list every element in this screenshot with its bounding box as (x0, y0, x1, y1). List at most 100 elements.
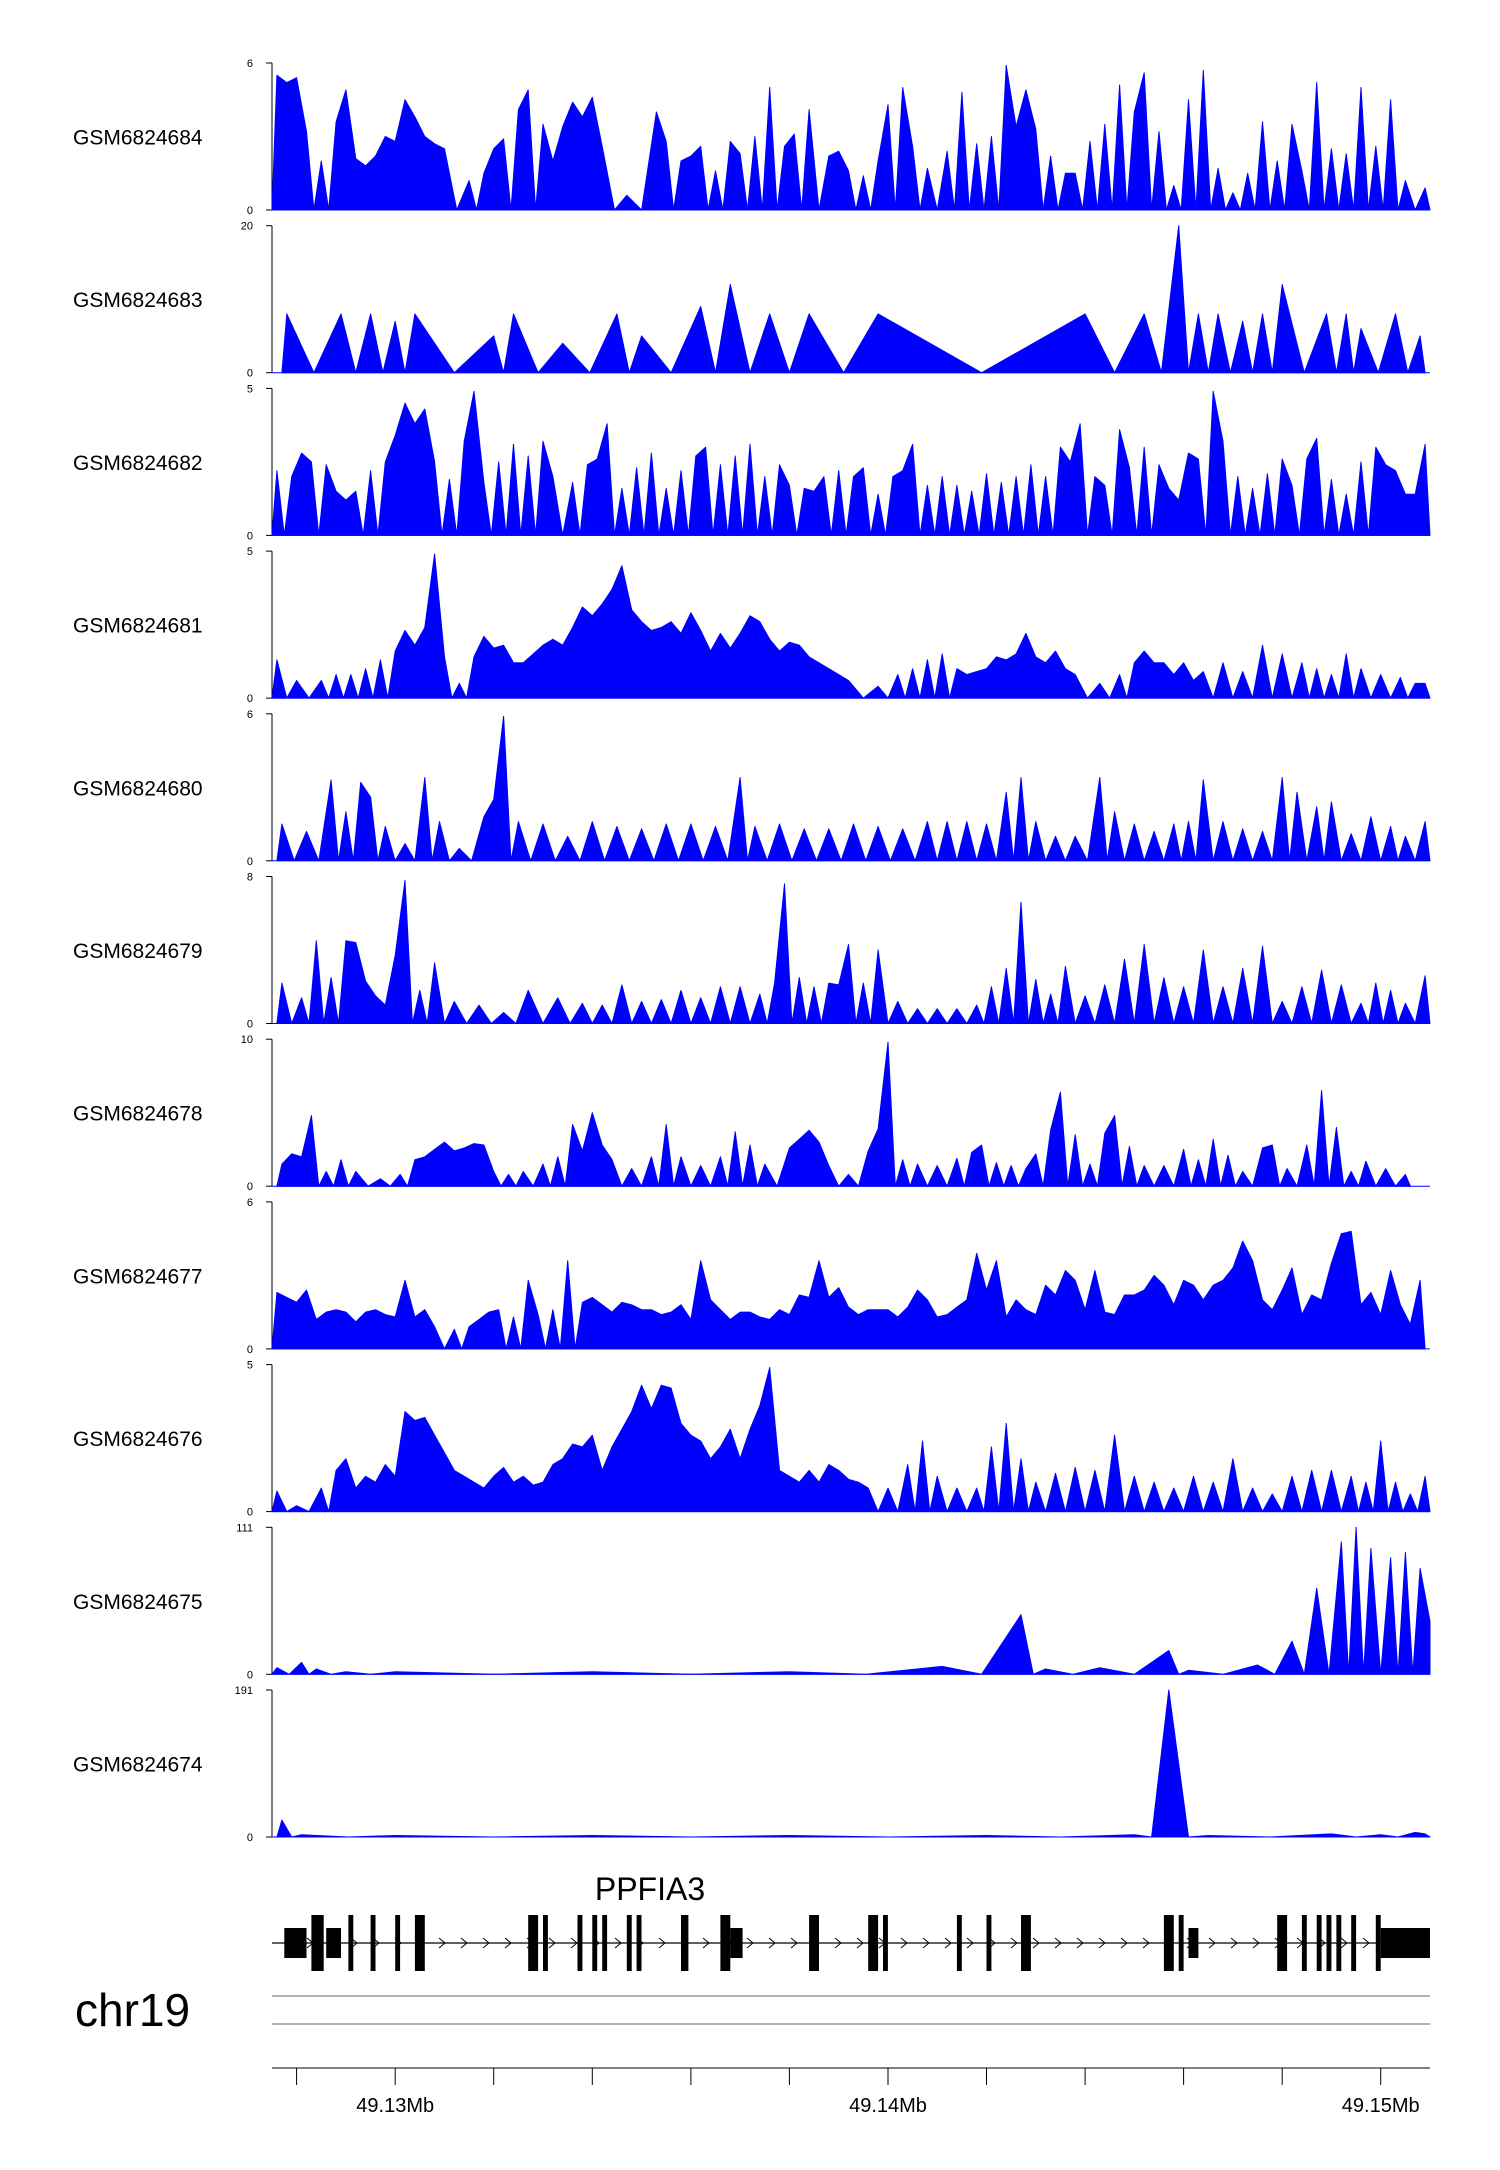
strand-chevron (482, 1937, 490, 1949)
exon-block (395, 1915, 401, 1971)
y-axis-max-label: 5 (247, 1360, 253, 1372)
coverage-area (271, 1230, 1426, 1350)
exon-block (986, 1915, 992, 1971)
track-label: GSM6824674 (73, 1754, 203, 1777)
y-axis-zero-label: 0 (247, 1181, 253, 1193)
utr-block (1380, 1928, 1430, 1958)
exon-block (1301, 1915, 1307, 1971)
track-GSM6824684: GSM6824684 6 0 (73, 58, 1431, 217)
exon-block (1336, 1915, 1342, 1971)
exon-block (370, 1915, 376, 1971)
strand-chevron (768, 1937, 776, 1949)
track-label: GSM6824676 (73, 1428, 203, 1451)
strand-chevron (1032, 1937, 1040, 1949)
chromosome-label: chr19 (75, 1984, 190, 2036)
y-axis-max-label: 5 (247, 383, 253, 395)
exon-block (1178, 1915, 1184, 1971)
x-axis-tick-label: 49.15Mb (1342, 2095, 1420, 2117)
strand-chevron (1120, 1937, 1128, 1949)
track-GSM6824675: GSM6824675 111 0 (73, 1522, 1431, 1681)
strand-chevron (900, 1937, 908, 1949)
strand-chevron (614, 1937, 622, 1949)
exon-block (602, 1915, 608, 1971)
exon-block (883, 1915, 888, 1971)
x-axis-tick-label: 49.14Mb (849, 2095, 927, 2117)
strand-chevron (1362, 1937, 1370, 1949)
track-GSM6824681: GSM6824681 5 0 (73, 546, 1431, 705)
chromosome-track: chr19 (75, 1984, 1430, 2036)
gene-name: PPFIA3 (595, 1871, 705, 1907)
y-axis-max-label: 8 (247, 872, 253, 884)
exon-block (1021, 1915, 1031, 1971)
strand-chevron (1230, 1937, 1238, 1949)
coverage-area (271, 390, 1431, 536)
strand-chevron (1252, 1937, 1260, 1949)
y-axis-zero-label: 0 (247, 1507, 253, 1519)
coverage-area (276, 1689, 1431, 1838)
y-axis-max-label: 20 (241, 221, 253, 233)
y-axis-zero-label: 0 (247, 693, 253, 705)
y-axis-zero-label: 0 (247, 1019, 253, 1031)
y-axis-zero-label: 0 (247, 1832, 253, 1844)
track-GSM6824676: GSM6824676 5 0 (73, 1360, 1431, 1519)
y-axis-zero-label: 0 (247, 530, 253, 542)
track-GSM6824677: GSM6824677 6 0 (73, 1197, 1430, 1356)
strand-chevron (548, 1937, 556, 1949)
exon-block (681, 1915, 689, 1971)
strand-chevron (856, 1937, 864, 1949)
exon-block (348, 1915, 354, 1971)
y-axis-max-label: 5 (247, 546, 253, 558)
y-axis-max-label: 6 (247, 58, 253, 70)
x-axis-tick-label: 49.13Mb (356, 2095, 434, 2117)
exon-block (311, 1915, 324, 1971)
coverage-area (271, 1526, 1431, 1675)
track-GSM6824678: GSM6824678 10 0 (73, 1034, 1430, 1193)
strand-chevron (438, 1937, 446, 1949)
coverage-area (276, 1041, 1411, 1187)
track-label: GSM6824679 (73, 940, 203, 963)
y-axis-zero-label: 0 (247, 1344, 253, 1356)
track-GSM6824680: GSM6824680 6 0 (73, 709, 1431, 868)
track-label: GSM6824678 (73, 1103, 203, 1126)
y-axis-max-label: 111 (236, 1522, 253, 1534)
strand-chevron (834, 1937, 842, 1949)
strand-chevron (1142, 1937, 1150, 1949)
strand-chevron (460, 1937, 468, 1949)
strand-chevron (944, 1937, 952, 1949)
strand-chevron (1076, 1937, 1084, 1949)
strand-chevron (1208, 1937, 1216, 1949)
strand-chevron (1340, 1937, 1348, 1949)
track-GSM6824674: GSM6824674 191 0 (73, 1685, 1431, 1844)
strand-chevron (966, 1937, 974, 1949)
utr-block (284, 1928, 307, 1958)
strand-chevron (1010, 1937, 1018, 1949)
y-axis-max-label: 10 (241, 1034, 253, 1046)
exon-block (636, 1915, 642, 1971)
exon-block (809, 1915, 819, 1971)
exon-block (626, 1915, 632, 1971)
track-label: GSM6824683 (73, 289, 203, 312)
y-axis-max-label: 191 (235, 1685, 253, 1697)
strand-chevron (790, 1937, 798, 1949)
y-axis-zero-label: 0 (247, 205, 253, 217)
exon-block (956, 1915, 962, 1971)
exon-block (1316, 1915, 1322, 1971)
track-GSM6824682: GSM6824682 5 0 (73, 383, 1431, 542)
y-axis-max-label: 6 (247, 1197, 253, 1209)
coverage-area (281, 225, 1426, 374)
coverage-area (271, 1367, 1431, 1513)
track-label: GSM6824682 (73, 452, 203, 475)
track-GSM6824683: GSM6824683 20 0 (73, 221, 1430, 380)
exon-block (720, 1915, 731, 1971)
track-label: GSM6824680 (73, 777, 203, 800)
exon-block (1326, 1915, 1332, 1971)
coverage-tracks: GSM682468460GSM6824683200GSM682468250GSM… (73, 58, 1431, 1844)
strand-chevron (658, 1937, 666, 1949)
exon-block (543, 1915, 548, 1971)
exon-block (528, 1915, 539, 1971)
y-axis-zero-label: 0 (247, 1669, 253, 1681)
coverage-area (276, 879, 1431, 1024)
exon-block (1351, 1915, 1357, 1971)
strand-chevron (570, 1937, 578, 1949)
